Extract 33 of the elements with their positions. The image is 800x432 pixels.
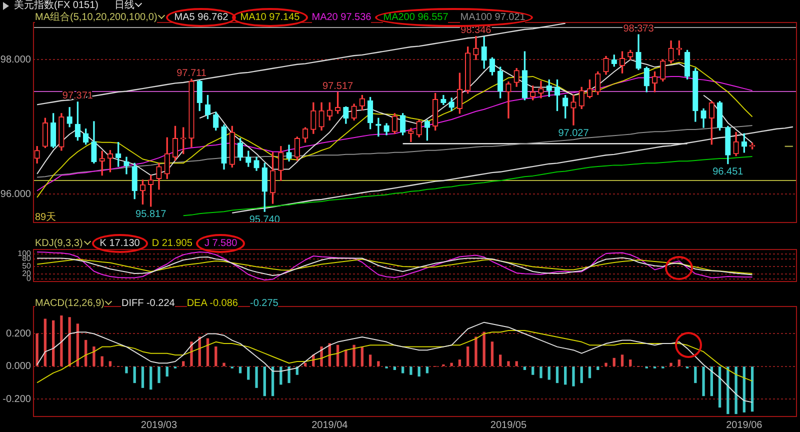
y-tick-label: 0.200 — [6, 328, 32, 340]
text: -0.275 — [250, 298, 278, 309]
y-tick-label: 0.000 — [6, 361, 32, 372]
annotation: 97.027 — [558, 128, 590, 139]
text: MA100 97.021 — [460, 12, 526, 23]
x-tick-label: 2019/05 — [490, 420, 527, 431]
y-tick-label: -0.200 — [2, 394, 32, 405]
legend-title: MACD(12,26,9) — [35, 298, 104, 309]
series-label: J 7.580 — [204, 238, 238, 249]
y-tick-label: 98.000 — [0, 54, 32, 66]
y-tick-label: 0 — [26, 274, 32, 284]
text: MA10 97.145 — [240, 12, 300, 23]
annotation: 96.451 — [712, 166, 744, 178]
chart-subtitle: 日线 — [114, 0, 134, 11]
annotation: 97.711 — [176, 68, 207, 79]
annotation: 89天 — [35, 212, 56, 223]
text: MA20 97.536 — [312, 12, 372, 23]
text: DIFF -0.224 — [121, 298, 175, 309]
x-tick-label: 2019/03 — [140, 420, 178, 431]
legend-title: KDJ(9,3,3) — [35, 238, 83, 249]
y-tick-label: 96.000 — [0, 188, 32, 200]
series-label: K 17.130 — [100, 238, 140, 249]
x-tick-label: 2019/04 — [312, 420, 348, 431]
annotation: 95.817 — [136, 209, 167, 220]
legend-title: MA组合(5,10,20,200,100,0) — [35, 12, 158, 23]
text: MA5 96.762 — [174, 12, 228, 23]
series-label: D 21.905 — [152, 238, 192, 249]
y-tick-label: 80 — [22, 254, 32, 264]
y-tick-label: 50 — [22, 262, 32, 271]
x-tick-label: 2019/06 — [726, 420, 763, 431]
text: DEA -0.086 — [186, 298, 238, 309]
text: MA200 96.557 — [383, 12, 448, 23]
annotation: 97.517 — [322, 80, 354, 92]
